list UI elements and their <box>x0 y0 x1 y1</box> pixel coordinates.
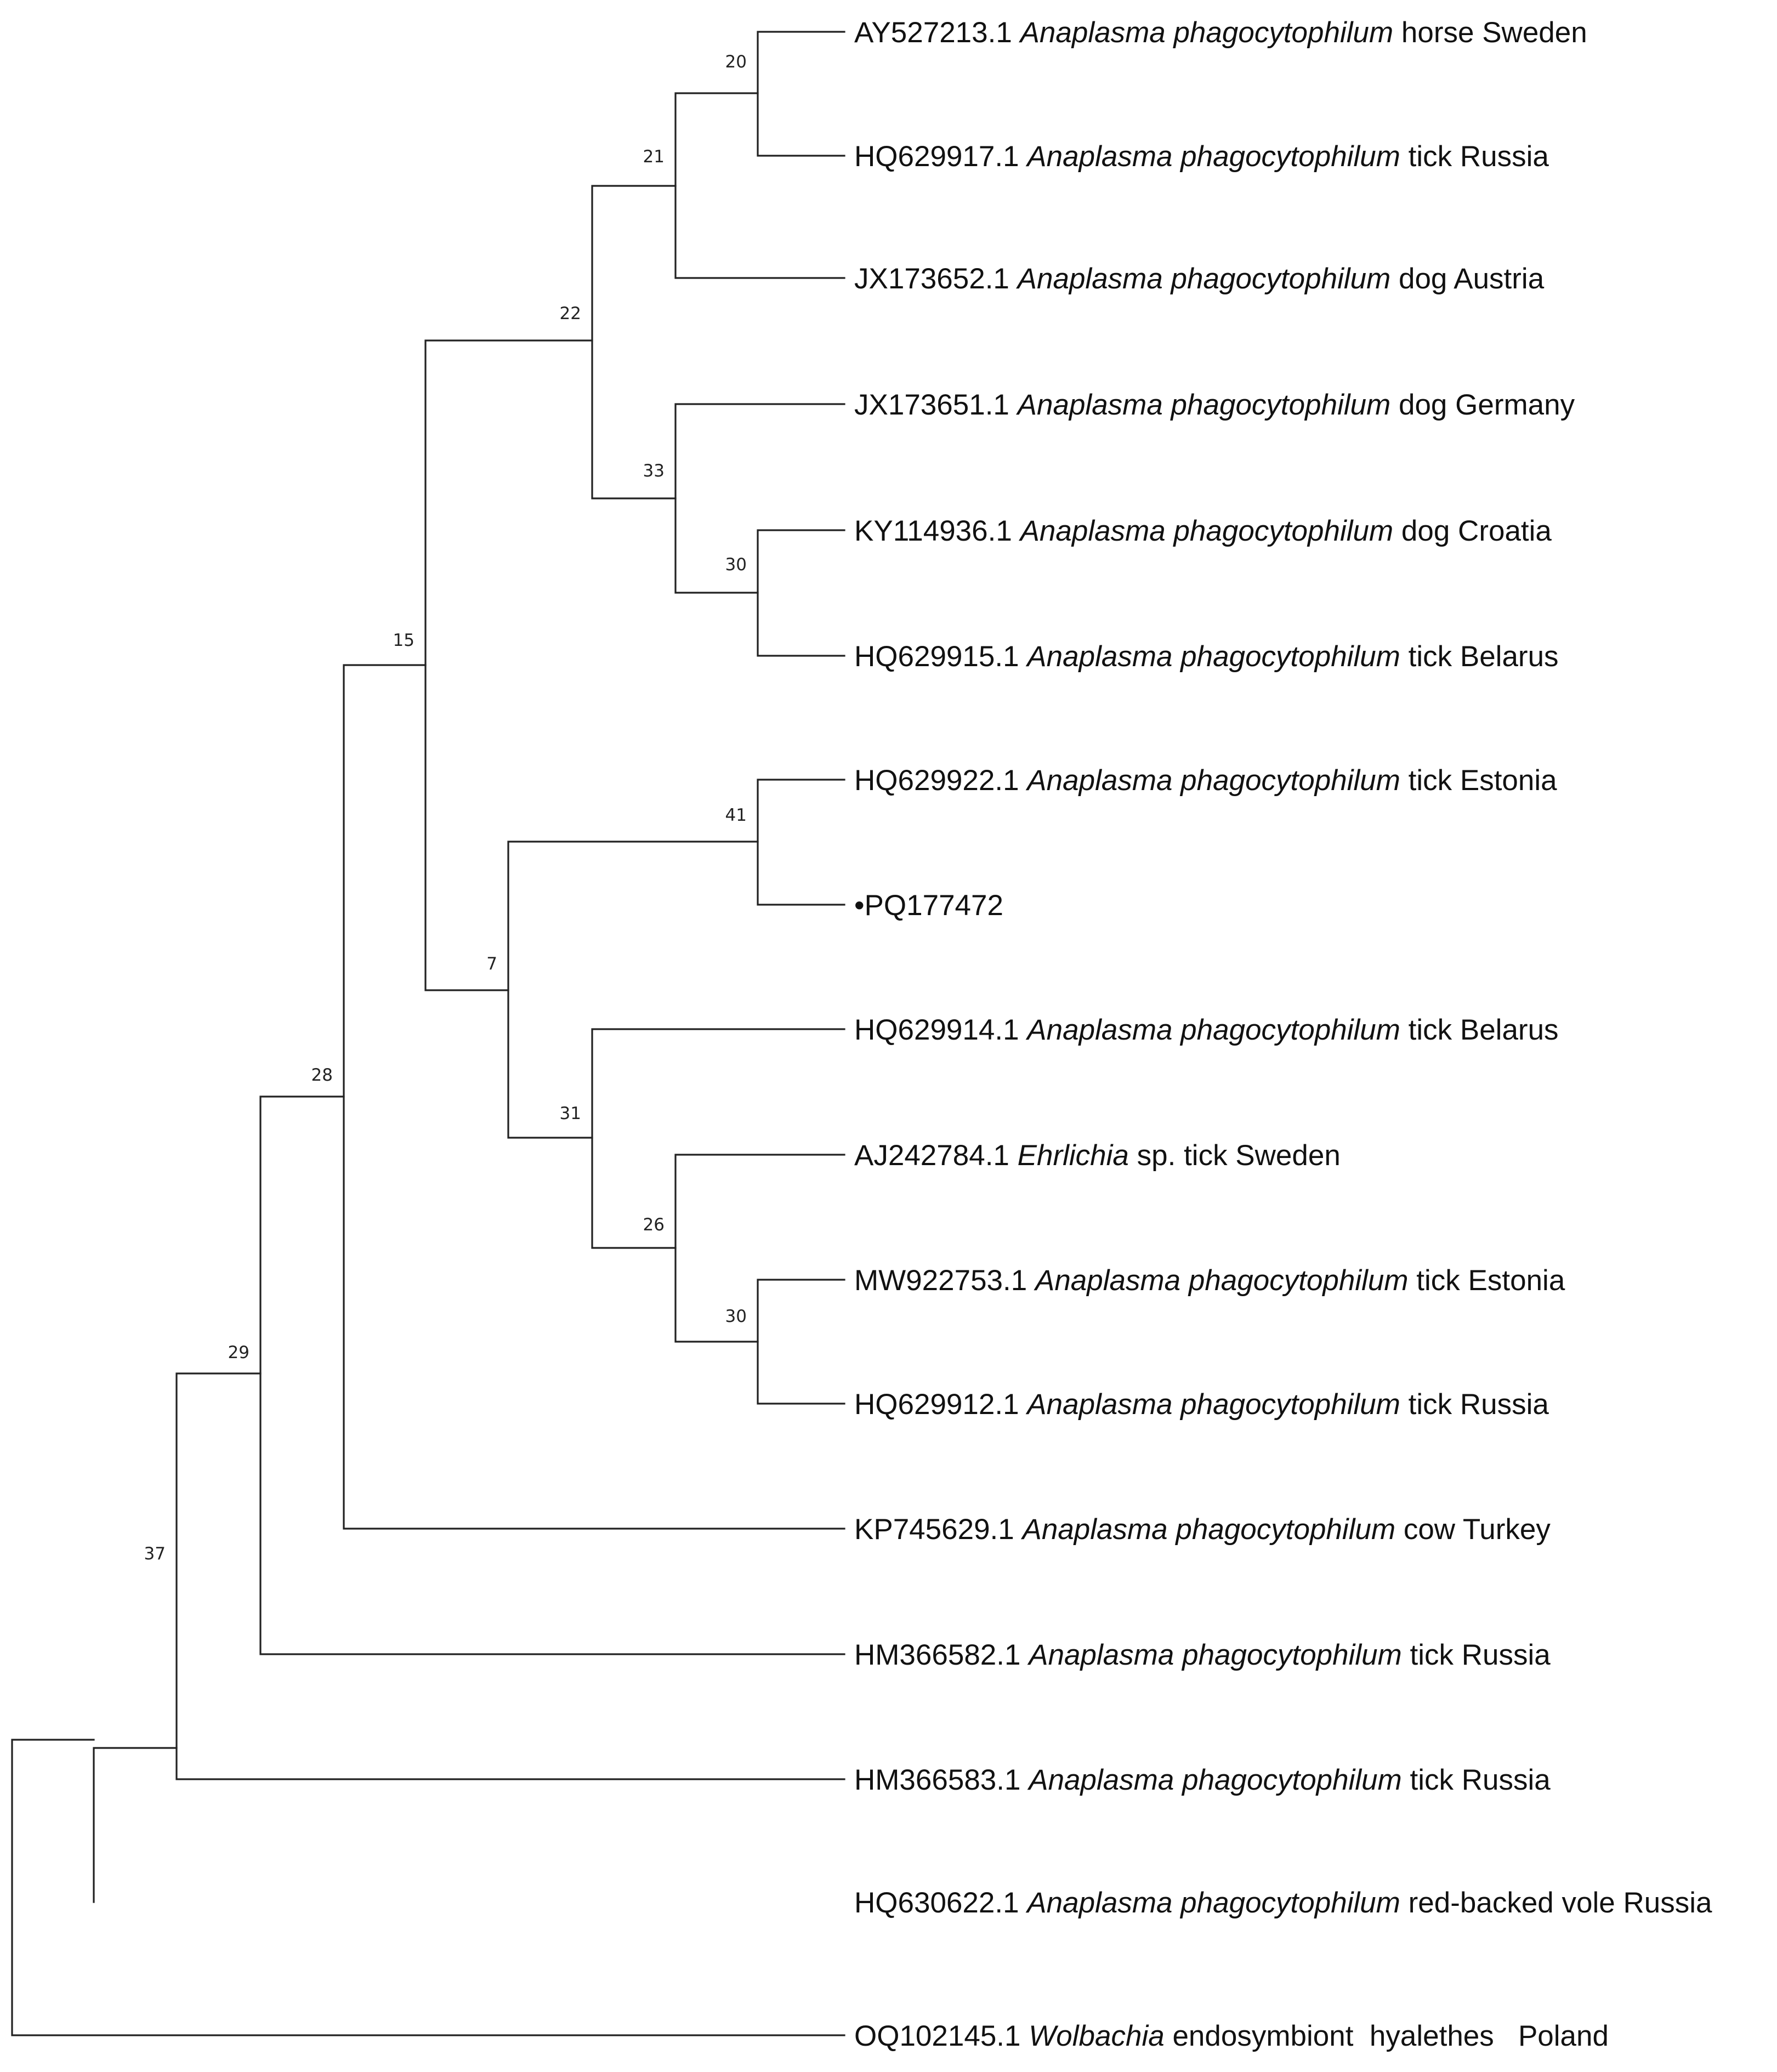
taxon-label: HQ629914.1 Anaplasma phagocytophilum tic… <box>854 1014 1559 1046</box>
taxon-label-query: •PQ177472 <box>854 889 1003 922</box>
bootstrap-value: 33 <box>643 461 665 481</box>
taxon-label: HQ629922.1 Anaplasma phagocytophilum tic… <box>854 764 1557 797</box>
branch-node-22 <box>591 185 677 499</box>
branch-node-30a <box>757 529 845 657</box>
branch-node-26 <box>674 1154 845 1343</box>
branch-root <box>93 1747 178 1903</box>
bootstrap-value: 22 <box>560 304 581 323</box>
taxon-label: HQ629915.1 Anaplasma phagocytophilum tic… <box>854 640 1559 673</box>
branch-node-41 <box>757 779 845 906</box>
bootstrap-value: 37 <box>144 1544 166 1564</box>
taxon-label-outgroup: OQ102145.1 Wolbachia endosymbiont hyalet… <box>854 2020 1609 2052</box>
bootstrap-value: 29 <box>228 1343 249 1363</box>
taxon-label: HQ630622.1 Anaplasma phagocytophilum red… <box>854 1887 1712 1919</box>
taxon-label: HQ629912.1 Anaplasma phagocytophilum tic… <box>854 1388 1549 1421</box>
branch-node-21 <box>674 92 845 279</box>
taxon-label: HM366582.1 Anaplasma phagocytophilum tic… <box>854 1639 1551 1671</box>
bootstrap-value: 15 <box>393 631 415 650</box>
tree-branches <box>11 31 845 2036</box>
branch-node-33 <box>674 403 845 594</box>
bootstrap-value: 41 <box>725 805 747 825</box>
taxon-labels: AY527213.1 Anaplasma phagocytophilum hor… <box>854 16 1712 2052</box>
bootstrap-value: 21 <box>643 147 665 167</box>
branch-root-outgroup <box>11 1739 845 2036</box>
branch-node-31 <box>591 1028 845 1249</box>
branch-node-20 <box>757 31 845 157</box>
branch-node-30b <box>757 1279 845 1405</box>
branch-node-28 <box>343 664 845 1530</box>
branch-node-29 <box>259 1095 845 1655</box>
bootstrap-value: 28 <box>311 1065 333 1085</box>
taxon-label: KY114936.1 Anaplasma phagocytophilum dog… <box>854 515 1552 547</box>
branch-node-37 <box>175 1372 845 1780</box>
taxon-label: AY527213.1 Anaplasma phagocytophilum hor… <box>854 16 1587 49</box>
bootstrap-value: 30 <box>725 555 747 575</box>
bootstrap-value: 20 <box>725 52 747 72</box>
taxon-label: JX173651.1 Anaplasma phagocytophilum dog… <box>854 389 1575 421</box>
bootstrap-value: 7 <box>486 954 497 974</box>
taxon-label: HM366583.1 Anaplasma phagocytophilum tic… <box>854 1764 1551 1796</box>
taxon-label: MW922753.1 Anaplasma phagocytophilum tic… <box>854 1264 1565 1297</box>
taxon-label: KP745629.1 Anaplasma phagocytophilum cow… <box>854 1513 1551 1546</box>
taxon-label: HQ629917.1 Anaplasma phagocytophilum tic… <box>854 140 1549 173</box>
bootstrap-value: 31 <box>560 1104 581 1123</box>
bootstrap-value: 26 <box>643 1215 665 1235</box>
taxon-label: JX173652.1 Anaplasma phagocytophilum dog… <box>854 263 1545 295</box>
branch-node-7 <box>507 841 759 1139</box>
bootstrap-values: 20 21 22 33 30 15 41 7 31 26 30 28 29 37 <box>144 52 747 1564</box>
taxon-label: AJ242784.1 Ehrlichia sp. tick Sweden <box>854 1139 1341 1172</box>
bootstrap-value: 30 <box>725 1307 747 1326</box>
